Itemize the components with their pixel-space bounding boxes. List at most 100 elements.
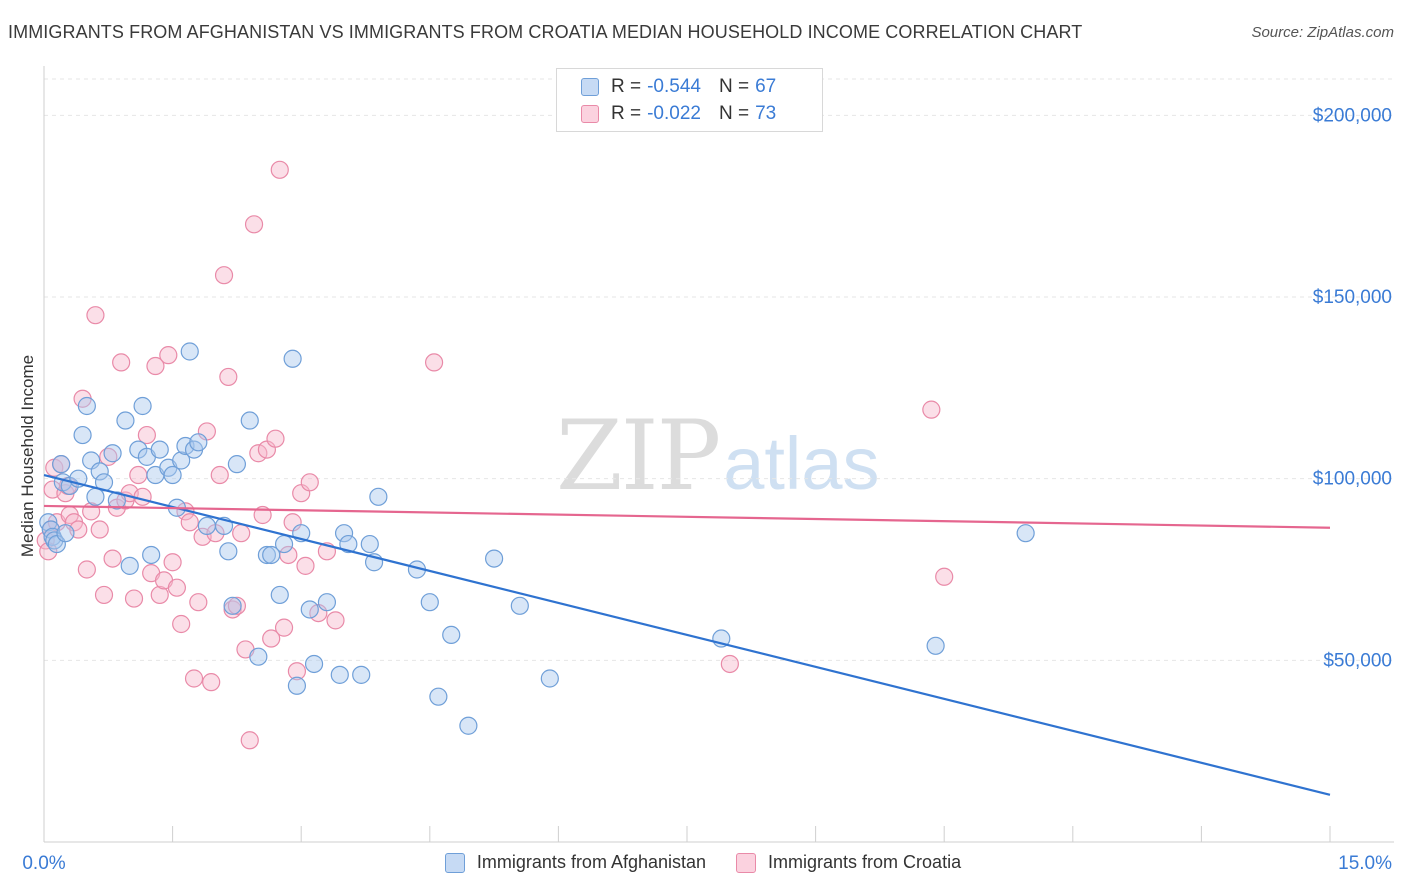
data-point-afghanistan (116, 411, 135, 430)
legend-row-afghanistan: R = -0.544 N = 67 (581, 75, 776, 99)
legend-n-label: N = (718, 76, 750, 97)
data-point-afghanistan (240, 411, 259, 430)
data-point-afghanistan (926, 636, 945, 655)
data-point-afghanistan (429, 687, 448, 706)
watermark: ZIPatlas (556, 400, 880, 512)
data-point-afghanistan (304, 654, 324, 674)
data-point-croatia (77, 560, 96, 579)
x-tick-label-min: 0.0% (22, 853, 65, 874)
data-point-afghanistan (510, 596, 529, 615)
data-point-afghanistan (270, 585, 289, 605)
legend-r-value-croatia: -0.022 (647, 103, 701, 124)
data-point-afghanistan (330, 665, 349, 684)
legend-r-label: R = (611, 76, 642, 97)
data-point-croatia (300, 473, 319, 492)
data-point-afghanistan (52, 455, 71, 474)
bottom-legend-croatia[interactable]: Immigrants from Croatia (736, 852, 961, 873)
data-point-afghanistan (133, 396, 152, 416)
data-point-afghanistan (257, 545, 277, 565)
data-point-afghanistan (442, 625, 461, 645)
data-point-afghanistan (142, 545, 161, 565)
bottom-legend-swatch-afghanistan (444, 852, 465, 873)
data-point-croatia (262, 629, 281, 648)
data-point-afghanistan (352, 665, 371, 684)
data-point-afghanistan (485, 549, 504, 568)
data-point-croatia (266, 429, 285, 448)
data-point-afghanistan (420, 593, 439, 612)
data-point-croatia (90, 520, 109, 539)
legend-box: R = -0.544 N = 67 R = -0.022 N = 73 (556, 68, 823, 132)
data-point-afghanistan (189, 433, 208, 452)
data-point-croatia (202, 673, 221, 692)
watermark-zip: ZIP (556, 400, 721, 512)
data-point-croatia (210, 465, 229, 485)
data-point-croatia (129, 465, 148, 485)
data-point-croatia (189, 593, 208, 612)
data-point-afghanistan (339, 534, 358, 554)
trend-line-croatia (43, 504, 1331, 529)
legend-n-value-afghanistan: 67 (755, 76, 777, 97)
legend-swatch-croatia (581, 105, 599, 123)
data-point-croatia (86, 306, 105, 325)
bottom-legend-swatch-croatia (736, 852, 757, 873)
data-point-afghanistan (150, 440, 169, 459)
data-point-croatia (244, 215, 264, 234)
data-point-afghanistan (283, 349, 302, 368)
legend-r-value-afghanistan: -0.544 (647, 76, 701, 97)
data-point-croatia (287, 662, 307, 681)
data-point-afghanistan (163, 465, 182, 485)
bottom-legend: Immigrants from Afghanistan Immigrants f… (0, 852, 1406, 873)
data-point-afghanistan (180, 342, 199, 361)
y-tick-label: $100,000 (1313, 469, 1392, 490)
data-point-afghanistan (172, 451, 191, 470)
y-tick-label: $50,000 (1323, 650, 1392, 671)
data-point-afghanistan (540, 669, 559, 688)
data-point-croatia (150, 585, 169, 605)
legend-r-label: R = (611, 103, 642, 124)
data-point-croatia (214, 266, 234, 285)
data-point-croatia (274, 618, 294, 637)
data-point-croatia (270, 160, 289, 179)
bottom-legend-label-afghanistan: Immigrants from Afghanistan (476, 852, 707, 872)
data-point-afghanistan (120, 556, 139, 575)
y-tick-label: $150,000 (1313, 287, 1392, 308)
data-point-croatia (184, 669, 204, 688)
data-point-afghanistan (249, 647, 268, 666)
source-attribution: Source: ZipAtlas.com (1251, 24, 1394, 41)
data-point-croatia (922, 400, 941, 419)
data-point-croatia (124, 589, 144, 608)
data-point-croatia (424, 353, 444, 372)
data-point-afghanistan (107, 491, 126, 510)
data-point-croatia (133, 487, 152, 506)
data-point-croatia (935, 567, 954, 586)
legend-n-value-croatia: 73 (755, 103, 777, 124)
y-tick-label: $200,000 (1313, 105, 1392, 126)
data-point-afghanistan (73, 425, 92, 445)
data-point-afghanistan (334, 524, 354, 543)
data-point-croatia (326, 611, 345, 630)
legend-row-croatia: R = -0.022 N = 73 (581, 102, 776, 126)
data-point-croatia (296, 556, 315, 575)
data-point-afghanistan (103, 444, 122, 463)
data-point-afghanistan (317, 593, 337, 612)
trend-line-afghanistan (43, 473, 1331, 796)
data-point-afghanistan (300, 600, 319, 619)
bottom-legend-label-croatia: Immigrants from Croatia (768, 852, 962, 872)
data-point-afghanistan (77, 396, 96, 416)
data-point-croatia (720, 654, 739, 674)
data-point-croatia (232, 524, 251, 543)
legend-n-label: N = (718, 103, 750, 124)
data-point-afghanistan (197, 516, 216, 536)
data-point-afghanistan (1016, 524, 1035, 543)
data-point-croatia (227, 596, 246, 615)
data-point-croatia (146, 356, 165, 376)
x-tick-label-max: 15.0% (1338, 853, 1392, 874)
bottom-legend-afghanistan[interactable]: Immigrants from Afghanistan (444, 852, 707, 873)
data-point-croatia (240, 731, 259, 750)
data-point-croatia (180, 513, 199, 532)
data-point-croatia (167, 578, 186, 597)
data-point-afghanistan (459, 716, 478, 735)
legend-swatch-afghanistan (581, 78, 599, 96)
data-point-croatia (172, 614, 191, 634)
